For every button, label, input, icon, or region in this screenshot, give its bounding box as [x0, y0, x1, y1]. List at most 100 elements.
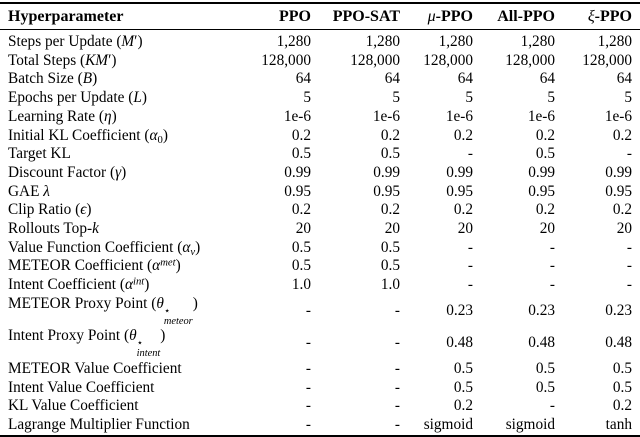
row-value: - — [394, 301, 400, 319]
row-value: - — [305, 378, 311, 396]
row-value: 0.2 — [612, 201, 632, 219]
row-value: 0.2 — [535, 126, 555, 144]
row-label: Learning Rate (η) — [8, 107, 117, 125]
row-value: 0.5 — [291, 257, 311, 275]
row-label: METEOR Proxy Point (θ ⋆ meteor) — [8, 294, 198, 327]
row-value: - — [305, 359, 311, 377]
row-value: 64 — [457, 70, 473, 88]
row-value: 0.48 — [605, 334, 632, 352]
row-value: - — [394, 378, 400, 396]
row-value: 0.99 — [528, 163, 555, 181]
row-value: - — [394, 397, 400, 415]
row-value: 5 — [303, 89, 311, 107]
row-value: 128,000 — [582, 51, 632, 69]
row-value: - — [626, 145, 632, 163]
table-row: Clip Ratio (ϵ) 0.2 0.2 0.2 0.2 0.2 — [0, 201, 640, 220]
col-header-all-ppo: All-PPO — [473, 2, 555, 30]
row-value: 5 — [465, 89, 473, 107]
row-value: 0.2 — [453, 201, 473, 219]
row-value: 20 — [384, 220, 400, 238]
table-row: GAE λ 0.95 0.95 0.95 0.95 0.95 — [0, 183, 640, 202]
row-value: 0.99 — [284, 163, 311, 181]
row-value: 0.23 — [605, 301, 632, 319]
table-row: Target KL 0.5 0.5 - 0.5 - — [0, 145, 640, 164]
row-value: - — [305, 334, 311, 352]
row-value: 0.48 — [528, 334, 555, 352]
row-label: Batch Size (B) — [8, 70, 98, 88]
table-row: Epochs per Update (L) 5 5 5 5 5 — [0, 89, 640, 108]
row-value: 0.5 — [453, 378, 473, 396]
row-value: 0.5 — [535, 359, 555, 377]
row-value: 0.2 — [380, 201, 400, 219]
row-value: - — [394, 415, 400, 433]
row-value: 1,280 — [365, 33, 400, 50]
row-value: - — [467, 276, 473, 294]
row-label: Value Function Coefficient (αv) — [8, 238, 201, 258]
row-label: METEOR Coefficient (αmet) — [8, 256, 181, 275]
row-value: 0.99 — [446, 163, 473, 181]
row-value: - — [305, 415, 311, 433]
row-value: 128,000 — [261, 51, 311, 69]
row-value: 0.5 — [380, 257, 400, 275]
col-header-hyperparameter: Hyperparameter — [0, 2, 248, 30]
row-value: 1.0 — [380, 276, 400, 294]
table-body: Steps per Update (M′) 1,280 1,280 1,280 … — [0, 30, 640, 436]
row-value: 20 — [616, 220, 632, 238]
row-value: sigmoid — [423, 415, 473, 433]
row-value: 64 — [616, 70, 632, 88]
row-value: 0.5 — [535, 145, 555, 163]
table-row: Batch Size (B) 64 64 64 64 64 — [0, 70, 640, 89]
row-value: 1e-6 — [604, 107, 632, 125]
row-value: 128,000 — [423, 51, 473, 69]
row-label: Intent Proxy Point (θ ⋆ intent) — [8, 327, 166, 360]
row-value: 0.5 — [291, 238, 311, 256]
row-value: 0.2 — [291, 126, 311, 144]
row-value: 0.2 — [380, 126, 400, 144]
row-value: - — [626, 257, 632, 275]
row-value: 0.95 — [284, 182, 311, 200]
col-header-xi-ppo: ξ-PPO — [555, 2, 640, 30]
row-value: 1,280 — [597, 33, 632, 50]
row-label: KL Value Coefficient — [8, 397, 139, 415]
table-row: Initial KL Coefficient (α0) 0.2 0.2 0.2 … — [0, 127, 640, 146]
table-row: METEOR Coefficient (αmet) 0.5 0.5 - - - — [0, 257, 640, 276]
row-value: 128,000 — [505, 51, 555, 69]
row-label: Initial KL Coefficient (α0) — [8, 126, 168, 146]
row-value: - — [394, 334, 400, 352]
row-label: Lagrange Multiplier Function — [8, 415, 190, 433]
row-label: Clip Ratio (ϵ) — [8, 201, 92, 219]
row-value: 5 — [392, 89, 400, 107]
row-value: 0.23 — [528, 301, 555, 319]
row-value: 0.95 — [605, 182, 632, 200]
row-value: 1e-6 — [372, 107, 400, 125]
row-value: 0.5 — [535, 378, 555, 396]
row-label: Target KL — [8, 145, 71, 163]
col-header-ppo-sat: PPO-SAT — [311, 2, 400, 30]
row-value: 0.5 — [453, 359, 473, 377]
table-row: Rollouts Top-k 20 20 20 20 20 — [0, 220, 640, 239]
table-row: Discount Factor (γ) 0.99 0.99 0.99 0.99 … — [0, 164, 640, 183]
row-label: Intent Value Coefficient — [8, 378, 155, 396]
row-value: 5 — [624, 89, 632, 107]
table-row: Total Steps (KM′) 128,000 128,000 128,00… — [0, 52, 640, 71]
table-header: Hyperparameter PPO PPO-SAT μ-PPO All-PPO… — [0, 2, 640, 30]
row-value: 0.95 — [446, 182, 473, 200]
row-label: Steps per Update (M′) — [8, 33, 143, 50]
row-label: METEOR Value Coefficient — [8, 359, 182, 377]
row-value: 1,280 — [438, 33, 473, 50]
row-label: Total Steps (KM′) — [8, 51, 117, 69]
row-value: - — [549, 276, 555, 294]
row-value: 0.95 — [373, 182, 400, 200]
row-value: 0.5 — [612, 359, 632, 377]
row-label: Epochs per Update (L) — [8, 89, 147, 107]
row-value: - — [394, 359, 400, 377]
table-row: Intent Coefficient (αint) 1.0 1.0 - - - — [0, 276, 640, 295]
table-row: Steps per Update (M′) 1,280 1,280 1,280 … — [0, 30, 640, 52]
table-row: Value Function Coefficient (αv) 0.5 0.5 … — [0, 239, 640, 258]
row-value: 0.99 — [605, 163, 632, 181]
row-value: 64 — [384, 70, 400, 88]
table-row: METEOR Proxy Point (θ ⋆ meteor) - - 0.23 0… — [0, 295, 640, 328]
row-value: 0.5 — [291, 145, 311, 163]
row-value: 20 — [295, 220, 311, 238]
